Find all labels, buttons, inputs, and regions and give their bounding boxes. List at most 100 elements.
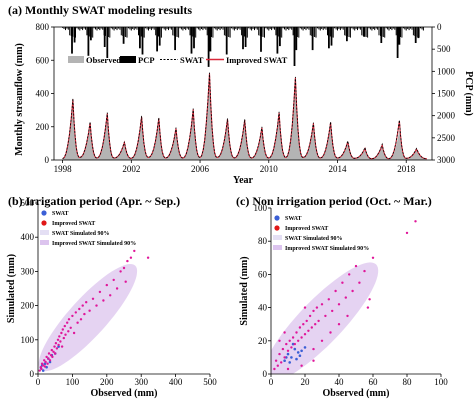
pcp-bar [99, 27, 101, 31]
panel-c-improved-point [300, 336, 303, 339]
panel-c-improved-point [278, 352, 281, 356]
panel-c-improved-point [285, 342, 288, 346]
pcp-bar [328, 27, 330, 49]
panel-c-improved-point [317, 319, 320, 323]
legend-pcp-swatch [120, 56, 136, 63]
panel-c-legend-improved90-label: Improved SWAT Simulated 90% [285, 246, 369, 252]
pcp-bar [182, 27, 184, 31]
y2-tick-label: 2000 [437, 111, 456, 121]
panel-c-improved-point [312, 347, 315, 351]
legend-observed-label: Observed [86, 55, 121, 65]
panel-b-swat-point [48, 360, 52, 364]
pcp-bar [209, 27, 211, 37]
panel-b-improved-point [54, 342, 58, 345]
pcp-bar [261, 27, 263, 37]
pcp-bar [168, 27, 169, 31]
panel-b-improved-point [109, 294, 112, 297]
panel-b-improved-point [74, 311, 78, 314]
legend-observed-swatch [68, 56, 84, 63]
pcp-bar [185, 27, 187, 31]
pcp-bar [155, 27, 157, 36]
pcp-bar [304, 27, 306, 29]
panel-c-x-tick-label: 20 [301, 377, 311, 387]
panel-c-legend-improved-label: Improved SWAT [285, 226, 328, 232]
y2-tick-label: 1000 [437, 66, 456, 76]
panel-b-improved-point [126, 259, 129, 263]
pcp-bar [129, 27, 131, 30]
panel-c-x-tick-label: 0 [269, 377, 274, 387]
pcp-bar [324, 27, 326, 29]
panel-c-y-tick-label: 100 [254, 203, 268, 213]
panel-c-improved-point [358, 281, 361, 284]
pcp-bar [159, 27, 161, 37]
pcp-bar [344, 27, 346, 36]
pcp-bar [378, 27, 380, 36]
pcp-bar [385, 27, 387, 29]
panel-b-improved-point [102, 299, 105, 302]
pcp-bar [186, 27, 188, 29]
panel-c-swat-point [288, 361, 292, 364]
panel-b-improved-point [115, 287, 119, 290]
panel-b-legend-improved-label: Improved SWAT [52, 221, 95, 227]
panel-b-improved-point [71, 314, 74, 318]
panel-c-swat-point [283, 359, 286, 363]
pcp-bar [380, 27, 383, 43]
pcp-bar [72, 27, 74, 37]
pcp-bar [73, 27, 75, 37]
pcp-bar [321, 27, 323, 29]
pcp-bar [193, 27, 195, 49]
pcp-bar [112, 27, 114, 30]
pcp-bar [242, 27, 244, 50]
pcp-bar [355, 27, 357, 29]
pcp-bar [254, 27, 255, 31]
pcp-bar [249, 27, 251, 30]
pcp-bar [160, 27, 162, 38]
pcp-bar [212, 27, 214, 38]
pcp-bar [301, 27, 303, 30]
pcp-bar [162, 27, 164, 29]
pcp-bar [361, 27, 363, 36]
pcp-bar [272, 27, 274, 29]
pcp-bar [222, 27, 224, 30]
pcp-bar [391, 27, 393, 31]
pcp-bar [265, 27, 267, 29]
pcp-bar [239, 27, 241, 30]
panel-c-swat-point [290, 356, 293, 359]
pcp-bar [110, 27, 112, 29]
pcp-bar [317, 27, 318, 29]
panel-c-improved-point [305, 319, 308, 323]
panel-c-improved-point [341, 281, 344, 284]
pcp-bar [302, 27, 304, 31]
panel-c-swat-point [293, 347, 297, 351]
pcp-bar [368, 27, 370, 29]
pcp-bar [201, 27, 202, 29]
panel-b-improved-point [61, 328, 64, 331]
pcp-bar [85, 27, 86, 30]
pcp-bar [122, 27, 124, 36]
pcp-bar [380, 27, 381, 36]
panel-b-improved-point [46, 362, 49, 365]
pcp-bar [130, 27, 132, 31]
pcp-bar [235, 27, 237, 29]
panel-c-y-tick-label: 0 [263, 369, 268, 379]
panel-c-title: (c) Non irrigation period (Oct. ~ Mar.) [236, 194, 432, 208]
panel-b-improved-point [98, 290, 102, 294]
panel-b-swat-point [41, 369, 45, 372]
pcp-bar [258, 27, 260, 36]
pcp-bar [421, 27, 423, 30]
pcp-bar [218, 27, 220, 29]
pcp-bar [163, 27, 165, 30]
pcp-bar [142, 27, 144, 37]
pcp-bar [150, 27, 152, 31]
x-tick-label: 2010 [260, 164, 279, 174]
panel-c-improved-point [286, 367, 290, 371]
pcp-bar [126, 27, 128, 38]
pcp-bar [342, 27, 344, 30]
pcp-bar [148, 27, 149, 31]
x-tick-label: 1998 [54, 164, 73, 174]
panel-c-improved-point [298, 326, 302, 329]
pcp-bar [348, 27, 350, 37]
pcp-bar [256, 27, 258, 30]
pcp-bar [245, 27, 247, 37]
y2-tick-label: 500 [437, 44, 451, 54]
